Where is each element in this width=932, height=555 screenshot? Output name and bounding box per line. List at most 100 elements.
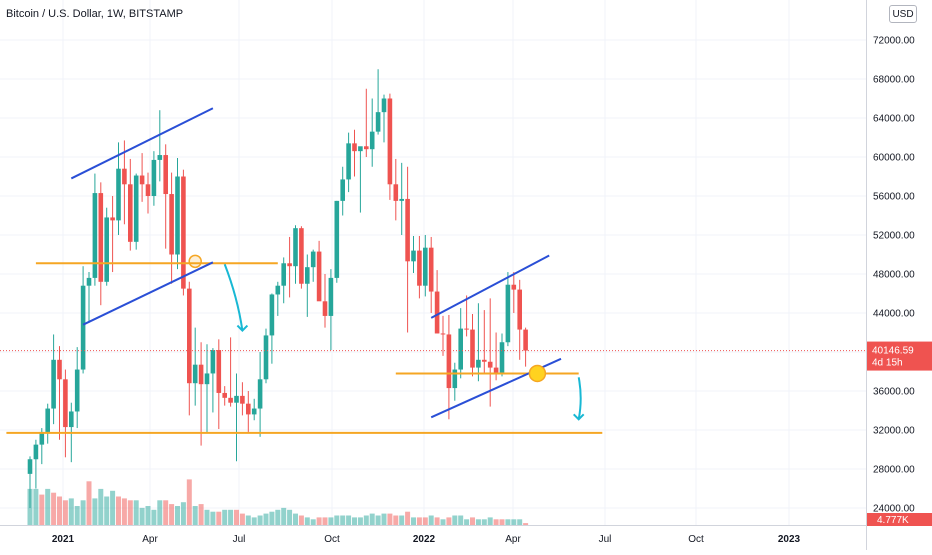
- axis-labels: 72000.00 68000.00 64000.00 60000.00 56000.00…: [52, 36, 932, 545]
- x-tick-label: Oct: [324, 534, 340, 545]
- candle-body: [417, 250, 422, 286]
- volume-bar: [304, 517, 310, 525]
- volume-bar: [452, 515, 458, 525]
- candle-body: [393, 184, 399, 201]
- candle-body: [322, 301, 328, 316]
- x-tick-label: 2022: [413, 534, 436, 545]
- volume-bar: [110, 490, 116, 525]
- volume-bar: [328, 517, 334, 525]
- candle-body: [517, 289, 522, 330]
- candle-body: [139, 175, 145, 185]
- candle-body: [27, 459, 33, 474]
- y-tick-label: 32000.00: [873, 426, 915, 437]
- candle-body: [63, 379, 68, 428]
- volume-label-box: [867, 513, 932, 526]
- volume-bar: [470, 517, 475, 525]
- volume-bar: [192, 506, 198, 525]
- marker-circle: [188, 254, 202, 269]
- y-tick-label: 52000.00: [873, 231, 915, 242]
- candle-body: [275, 285, 281, 295]
- candle-body: [92, 193, 98, 278]
- volume-bar: [405, 511, 411, 525]
- volume-bar: [116, 496, 121, 525]
- x-tick-label: Apr: [142, 534, 158, 545]
- candle-body: [428, 247, 434, 292]
- volume-bar: [121, 498, 127, 525]
- volume-bar: [210, 511, 216, 525]
- volume-bar: [269, 511, 275, 525]
- volume-bar: [127, 500, 133, 525]
- volume-bar: [346, 515, 352, 525]
- candle-body: [175, 176, 180, 255]
- volume-bar: [204, 509, 210, 525]
- trend-line: [70, 107, 214, 180]
- volume-bar: [251, 517, 257, 525]
- volume-bar: [151, 509, 157, 525]
- candle-body: [346, 143, 351, 180]
- arrow-shaft: [223, 263, 244, 331]
- volume-bar: [222, 509, 228, 525]
- marker-circle: [528, 364, 547, 383]
- candle-body: [511, 284, 517, 290]
- volume-bar: [434, 517, 440, 525]
- volume-bar: [287, 509, 293, 525]
- volume-bar: [387, 513, 393, 525]
- volume-bar: [98, 488, 104, 525]
- volume-bar: [62, 500, 68, 525]
- volume-bar: [363, 515, 369, 525]
- y-tick-label: 60000.00: [873, 153, 915, 164]
- candle-body: [133, 175, 139, 242]
- y-tick-label: 24000.00: [873, 504, 915, 515]
- volume-bar: [57, 496, 62, 525]
- candle-body: [505, 284, 511, 343]
- y-tick-label: 28000.00: [873, 465, 915, 476]
- volume-bar: [239, 513, 245, 525]
- candle-body: [299, 228, 304, 284]
- volume-bar: [422, 517, 428, 525]
- candle-body: [369, 131, 375, 150]
- currency-button[interactable]: USD: [889, 5, 917, 23]
- volume-bar: [446, 517, 452, 525]
- y-tick-label: 64000.00: [873, 114, 915, 125]
- x-tick-label: Jul: [599, 534, 612, 545]
- volume-bar: [275, 509, 281, 525]
- candle-body: [316, 251, 322, 302]
- volume-bar: [139, 507, 145, 525]
- x-tick-label: Jul: [233, 534, 246, 545]
- volume-bar: [175, 506, 180, 525]
- volume-bar: [157, 500, 163, 525]
- candle-body: [305, 267, 310, 284]
- candle-body: [98, 193, 104, 282]
- candle-body: [487, 361, 493, 368]
- volume-bar: [281, 507, 287, 525]
- candle-body: [86, 277, 92, 286]
- volume-bar: [245, 515, 251, 525]
- chart-title: Bitcoin / U.S. Dollar, 1W, BITSTAMP: [6, 8, 184, 20]
- candle-body: [405, 198, 410, 262]
- volume-label-value: 4.777K: [877, 515, 909, 526]
- volume-bar: [228, 509, 234, 525]
- volume-bar: [357, 517, 363, 525]
- volume-bar: [517, 519, 523, 525]
- volume-bar: [257, 515, 263, 525]
- candle-body: [80, 285, 86, 370]
- candle-body: [263, 335, 269, 380]
- volume-bar: [381, 513, 387, 525]
- volume-bar: [74, 506, 80, 525]
- price-label-box: [867, 341, 932, 371]
- y-tick-label: 72000.00: [873, 36, 915, 47]
- candle-body: [240, 395, 245, 404]
- candle-body: [257, 379, 263, 409]
- candle-body: [204, 373, 210, 385]
- volume-bar: [86, 481, 92, 525]
- candle-body: [523, 329, 528, 351]
- candle-body: [163, 155, 168, 195]
- volume-bar: [464, 519, 470, 525]
- candle-body: [452, 369, 458, 389]
- price-label-countdown: 4d 15h: [872, 358, 903, 369]
- candle-body: [458, 328, 463, 370]
- x-tick-label: Oct: [688, 534, 704, 545]
- candle-body: [110, 217, 115, 221]
- volume-bar: [352, 517, 357, 525]
